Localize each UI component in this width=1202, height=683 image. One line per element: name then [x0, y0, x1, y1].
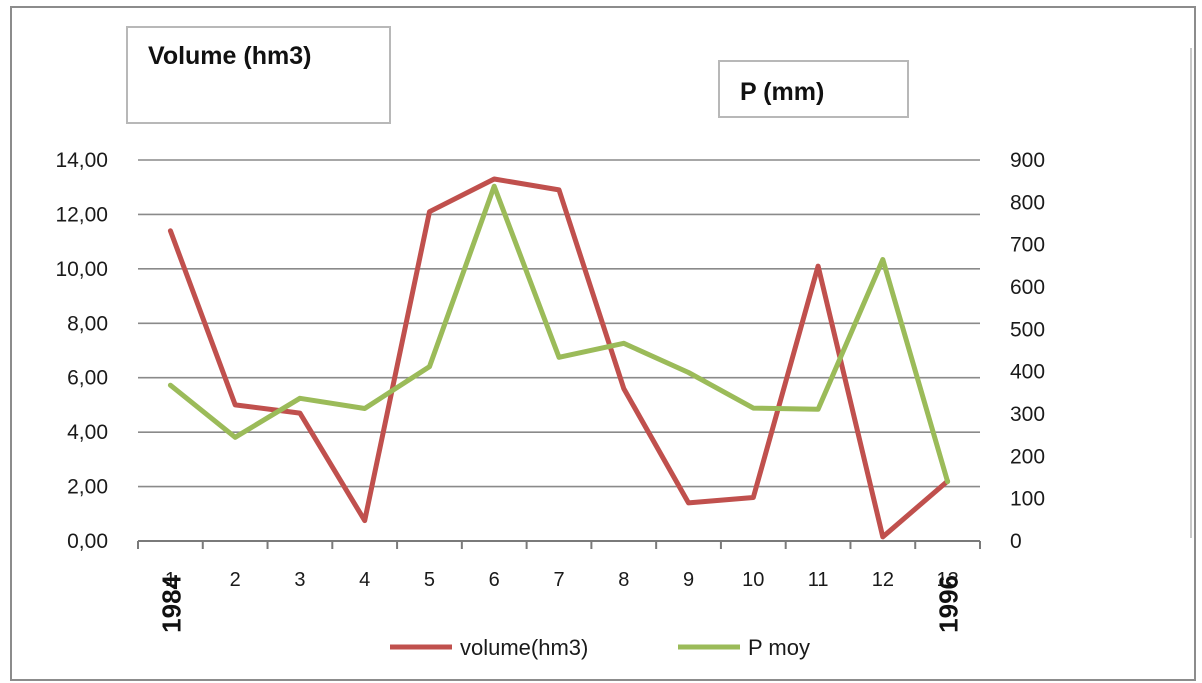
right-axis-tick-label: 0: [1010, 530, 1022, 553]
x-axis-tick-label: 2: [230, 569, 241, 591]
right-axis-tick-label: 900: [1010, 149, 1045, 172]
x-axis-tick-label: 4: [359, 569, 370, 591]
left-axis-tick-label: 0,00: [67, 530, 108, 553]
x-axis-tick-label: 6: [489, 569, 500, 591]
left-axis-tick-label: 8,00: [67, 312, 108, 335]
x-axis-tick-label: 8: [618, 569, 629, 591]
left-axis-title-box: Volume (hm3): [126, 26, 391, 124]
left-axis-tick-label: 2,00: [67, 476, 108, 499]
legend-label: volume(hm3): [460, 635, 588, 660]
left-axis-tick-label: 12,00: [55, 203, 108, 226]
right-axis-tick-label: 200: [1010, 445, 1045, 468]
right-axis-tick-label: 300: [1010, 403, 1045, 426]
frame-edge: [1190, 48, 1202, 538]
x-axis-tick-label: 9: [683, 569, 694, 591]
left-axis-tick-label: 4,00: [67, 421, 108, 444]
x-axis-tick-label: 13: [936, 569, 958, 591]
right-axis-tick-label: 700: [1010, 234, 1045, 257]
right-axis-tick-label: 600: [1010, 276, 1045, 299]
left-axis-tick-label: 6,00: [67, 367, 108, 390]
right-axis-tick-label: 800: [1010, 191, 1045, 214]
left-axis-title: Volume (hm3): [148, 42, 312, 70]
right-axis-title-box: P (mm): [718, 60, 909, 118]
series-line-p-moy: [167, 183, 951, 485]
x-axis-tick-label: 11: [808, 569, 829, 591]
chart-frame: [10, 6, 1196, 681]
left-axis-tick-label: 10,00: [55, 258, 108, 281]
right-axis-tick-label: 100: [1010, 488, 1045, 511]
x-axis-tick-label: 5: [424, 569, 435, 591]
year-annotation: 1984: [156, 574, 186, 632]
legend-label: P moy: [748, 635, 810, 660]
right-axis-tick-label: 400: [1010, 361, 1045, 384]
x-axis-tick-label: 12: [872, 569, 894, 591]
left-axis-tick-label: 14,00: [55, 149, 108, 172]
series-line-volume-hm3-: [167, 176, 951, 540]
right-axis-tick-label: 500: [1010, 318, 1045, 341]
x-axis-tick-label: 3: [294, 569, 305, 591]
x-axis-tick-label: 1: [165, 569, 176, 591]
x-axis-tick-label: 10: [742, 569, 764, 591]
year-annotation: 1996: [934, 575, 964, 633]
right-axis-title: P (mm): [740, 78, 825, 106]
x-axis-tick-label: 7: [553, 569, 564, 591]
